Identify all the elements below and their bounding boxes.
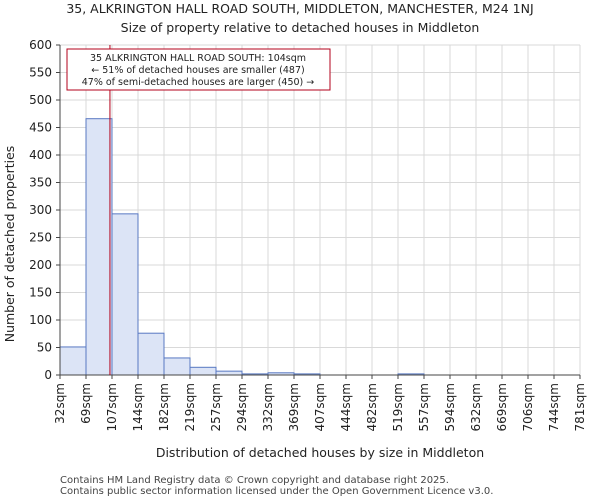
y-tick-label: 100 xyxy=(29,313,52,327)
histogram-bar xyxy=(111,213,139,376)
y-tick-label: 150 xyxy=(29,286,52,300)
histogram-bar xyxy=(215,370,243,376)
y-axis-label: Number of detached properties xyxy=(2,146,17,343)
y-tick-label: 600 xyxy=(29,38,52,52)
y-tick-label: 300 xyxy=(29,203,52,217)
x-tick-labels: 32sqm 69sqm 107sqm 144sqm 182sqm 219sqm 257sqm… xyxy=(53,375,587,431)
x-tick-label: 69sqm xyxy=(79,383,93,424)
x-tick-label: 407sqm xyxy=(313,383,327,431)
x-tick-label: 257sqm xyxy=(209,383,223,431)
histogram-bar xyxy=(85,118,113,376)
x-tick-label: 557sqm xyxy=(417,383,431,431)
x-tick-label: 369sqm xyxy=(287,383,301,431)
x-tick-label: 32sqm xyxy=(53,383,67,424)
x-tick-label: 482sqm xyxy=(365,383,379,431)
x-tick-label: 706sqm xyxy=(521,383,535,431)
x-tick-label: 444sqm xyxy=(339,383,353,431)
gridlines xyxy=(59,44,581,376)
x-tick-label: 182sqm xyxy=(157,383,171,431)
x-tick-label: 632sqm xyxy=(469,383,483,431)
x-tick-label: 669sqm xyxy=(495,383,509,431)
annotation-line2: ← 51% of detached houses are smaller (48… xyxy=(91,65,304,76)
footer-line1: Contains HM Land Registry data © Crown c… xyxy=(60,475,449,486)
x-tick-label: 294sqm xyxy=(235,383,249,431)
chart-title-line2: Size of property relative to detached ho… xyxy=(121,20,480,35)
histogram-bar xyxy=(163,357,191,376)
histogram-bar xyxy=(137,332,165,376)
y-tick-label: 250 xyxy=(29,231,52,245)
y-tick-label: 200 xyxy=(29,258,52,272)
annotation-line1: 35 ALKRINGTON HALL ROAD SOUTH: 104sqm xyxy=(90,53,306,64)
y-tick-label: 500 xyxy=(29,93,52,107)
annotation-line3: 47% of semi-detached houses are larger (… xyxy=(82,77,315,88)
x-tick-label: 332sqm xyxy=(261,383,275,431)
x-axis-label: Distribution of detached houses by size … xyxy=(156,445,484,460)
y-tick-label: 350 xyxy=(29,176,52,190)
y-tick-label: 450 xyxy=(29,121,52,135)
histogram-bar xyxy=(189,366,217,376)
x-tick-label: 144sqm xyxy=(131,383,145,431)
x-tick-label: 219sqm xyxy=(183,383,197,431)
y-tick-label: 550 xyxy=(29,66,52,80)
x-tick-label: 107sqm xyxy=(105,383,119,431)
footer-line2: Contains public sector information licen… xyxy=(60,486,493,497)
x-tick-label: 519sqm xyxy=(391,383,405,431)
x-tick-label: 781sqm xyxy=(573,383,587,431)
y-tick-label: 400 xyxy=(29,148,52,162)
x-tick-label: 594sqm xyxy=(443,383,457,431)
y-tick-label: 50 xyxy=(37,341,52,355)
annotation-box: 35 ALKRINGTON HALL ROAD SOUTH: 104sqm ← … xyxy=(66,48,331,91)
histogram-bar xyxy=(59,346,87,376)
y-tick-label: 0 xyxy=(44,368,52,382)
annotation-frame xyxy=(66,48,331,91)
x-tick-label: 744sqm xyxy=(547,383,561,431)
chart-title-line1: 35, ALKRINGTON HALL ROAD SOUTH, MIDDLETO… xyxy=(66,1,533,16)
y-tick-labels: 0 50 100 150 200 250 300 350 400 450 500 550 600 xyxy=(29,38,60,382)
